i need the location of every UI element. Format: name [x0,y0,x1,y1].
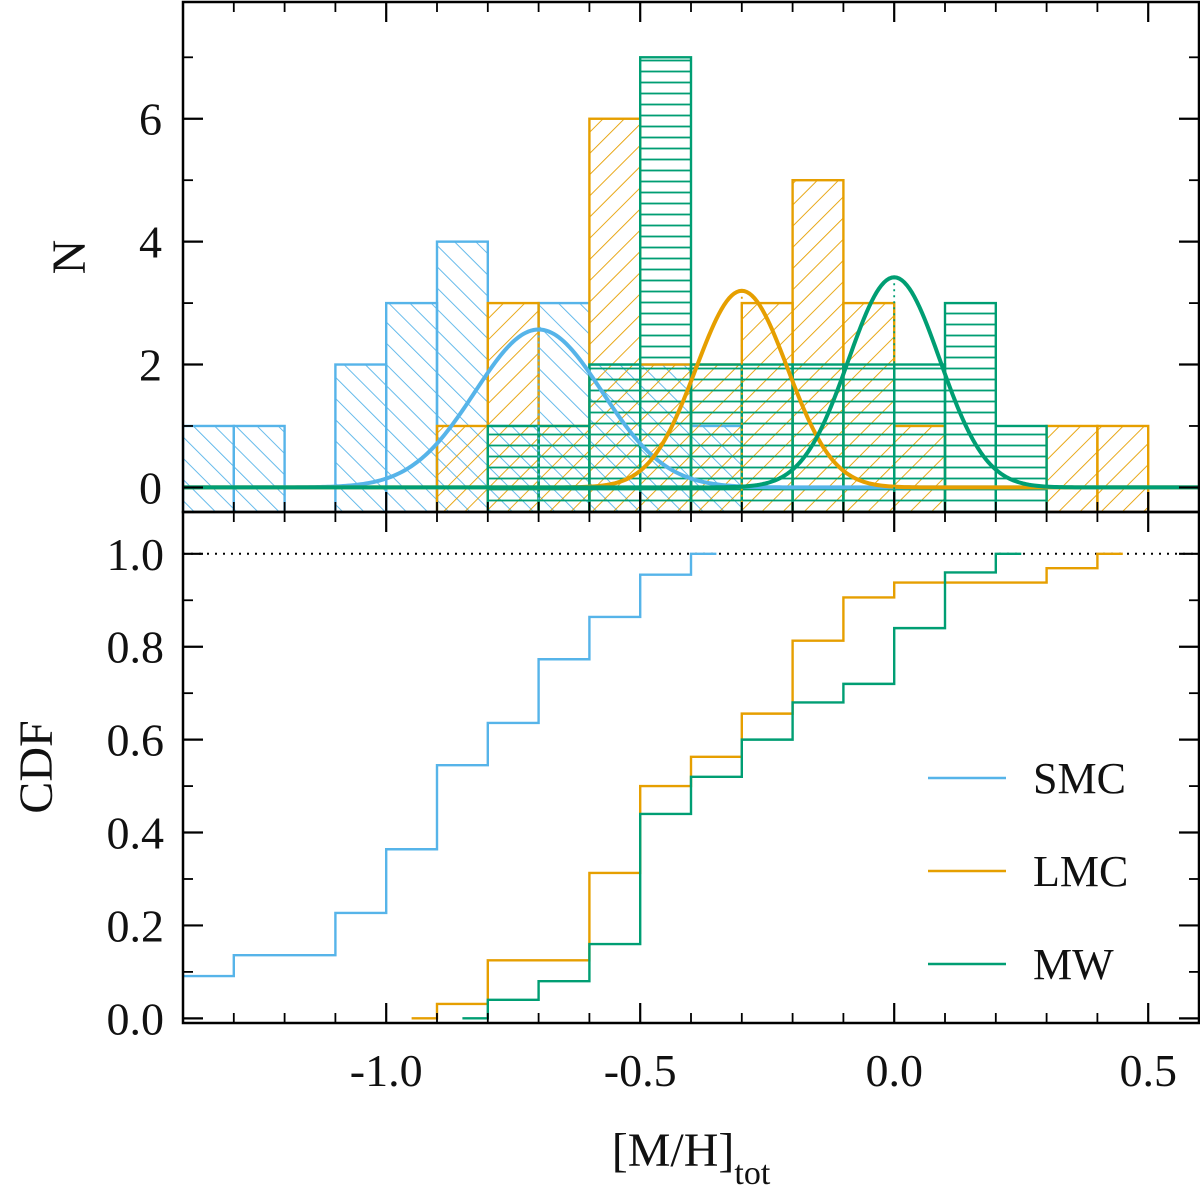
hist-bar-mw [537,424,591,512]
hist-bar-mw [689,363,743,512]
x-axis-label-subscript: tot [734,1155,770,1192]
histogram-ytick-label: 6 [139,94,162,145]
legend: SMC LMC MW [928,754,1128,989]
cdf-ytick-label: 0.8 [107,622,165,673]
cdf-panel: 0.0 0.2 0.4 0.6 0.8 1.0 -1.0 -0.5 0.0 0.5 CDF [M/… [10,512,1200,1192]
x-axis-label: [M/H]tot [612,1124,771,1192]
cdf-ytick-label: 0.4 [107,808,165,859]
hist-bar-lmc [1045,424,1099,512]
hist-bar-smc [334,363,388,512]
hist-bar-mw [486,424,540,512]
histogram-y-axis-label: N [43,240,96,275]
x-axis-label-main: [M/H] [612,1124,735,1177]
histogram-ytick-label: 0 [139,462,162,513]
histogram-panel: 0 2 4 6 N [43,2,1200,513]
hist-bar-mw [943,301,997,512]
hist-bar-smc [183,424,235,512]
hist-bar-mw [740,363,794,512]
legend-label-smc: SMC [1033,754,1126,803]
cdf-ytick-label: 0.2 [107,900,165,951]
hist-bar-smc [385,301,439,512]
hist-bar-mw [639,56,693,512]
cdf-y-axis-label: CDF [10,720,63,813]
cdf-line-mw [462,552,1022,1020]
hist-bar-mw [994,424,1048,512]
histogram-ytick-label: 2 [139,340,162,391]
x-tick-label: -1.0 [350,1045,423,1096]
hist-bar-lmc [435,424,489,512]
cdf-line-smc [183,552,717,978]
cdf-ytick-label: 1.0 [107,529,165,580]
legend-label-lmc: LMC [1033,847,1128,896]
cdf-frame [181,510,1200,1025]
x-tick-label: 0.5 [1119,1045,1177,1096]
hist-bar-mw [842,363,896,512]
x-tick-label: 0.0 [865,1045,923,1096]
cdf-ytick-label: 0.6 [107,715,165,766]
x-tick-label: -0.5 [604,1045,677,1096]
hist-bar-lmc [1096,424,1150,512]
cdf-ytick-label: 0.0 [107,993,165,1044]
legend-label-mw: MW [1033,940,1114,989]
hist-bar-mw [893,363,947,512]
hist-bar-smc [232,424,286,512]
gaussian-fit-mw [183,275,1199,490]
histogram-ytick-label: 4 [139,217,162,268]
cdf-line-lmc [411,552,1123,1020]
